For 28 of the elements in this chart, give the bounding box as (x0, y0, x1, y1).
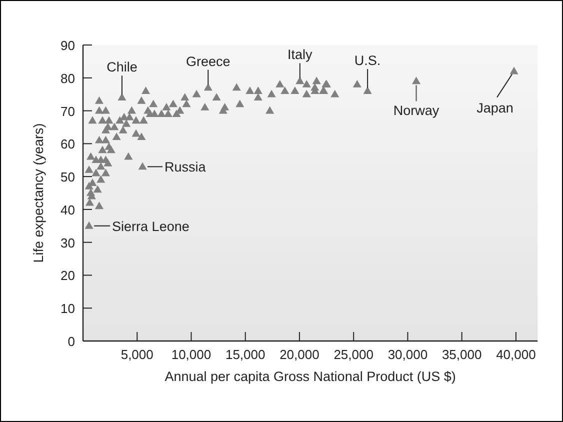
y-tick-label: 50 (60, 170, 75, 185)
y-axis-title: Life expectancy (years) (31, 123, 46, 263)
y-tick-label: 40 (60, 202, 75, 218)
annotation: Japan (476, 100, 514, 116)
y-tick-label: 0 (68, 334, 75, 349)
annotation: Norway (393, 103, 440, 118)
annotation: U.S. (354, 53, 381, 68)
y-tick-label: 60 (60, 136, 75, 152)
x-tick-label: 35,000 (442, 347, 482, 362)
y-tick-label: 70 (60, 104, 75, 119)
annotation: Greece (186, 54, 230, 69)
x-tick-label: 40,000 (496, 347, 536, 362)
y-tick-label: 80 (60, 70, 75, 86)
x-tick-label: 25,000 (334, 347, 374, 362)
x-tick-label: 5,000 (120, 347, 154, 362)
x-tick-label: 20,000 (280, 347, 320, 362)
annotation: Russia (164, 160, 206, 175)
annotation: Chile (106, 60, 138, 75)
annotation: Sierra Leone (112, 218, 190, 234)
y-tick-label: 20 (60, 268, 75, 284)
x-axis-title: Annual per capita Gross National Product (US $) (164, 369, 456, 384)
x-tick-label: 15,000 (225, 347, 266, 362)
x-tick-label: 10,000 (171, 347, 212, 362)
x-tick-label: 30,000 (388, 347, 428, 362)
y-tick-label: 10 (60, 301, 75, 316)
annotation: Italy (288, 47, 313, 62)
y-tick-label: 90 (60, 38, 75, 53)
y-tick-label: 30 (60, 235, 75, 250)
